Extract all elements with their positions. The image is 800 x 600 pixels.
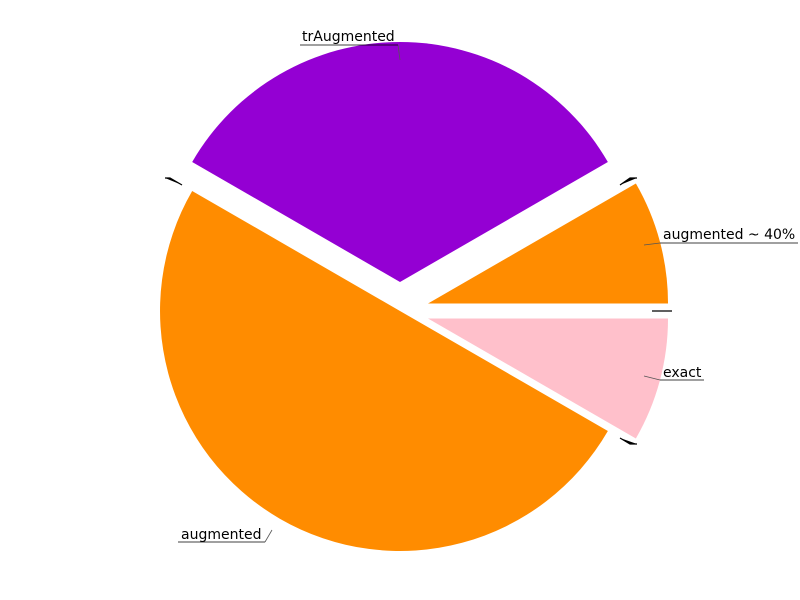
label-leaders <box>178 44 798 543</box>
pie-slice-exact <box>428 318 669 439</box>
pie-slice-augmented <box>160 190 608 551</box>
slice-label-augmented-40: augmented ~ 40% <box>663 227 795 243</box>
pie-slice-traugmented <box>192 42 608 282</box>
slice-label-augmented: augmented <box>181 527 261 543</box>
leader-augmented <box>264 529 273 543</box>
edge-tick-lower-right <box>619 437 637 445</box>
edge-tick-upper-left <box>165 177 183 186</box>
edge-tick-upper-right <box>619 177 637 186</box>
leader-augmented-40 <box>643 242 661 246</box>
slice-label-exact: exact <box>663 365 702 381</box>
leader-exact <box>643 375 661 381</box>
slice-label-traugmented: trAugmented <box>302 29 395 45</box>
pie-labels: augmented ~ 40% trAugmented augmented ex… <box>181 29 795 543</box>
pie-slices <box>160 42 669 551</box>
pie-slice-augmented-40 <box>428 183 669 304</box>
leader-traugmented <box>397 44 401 61</box>
edge-ticks <box>165 177 672 445</box>
